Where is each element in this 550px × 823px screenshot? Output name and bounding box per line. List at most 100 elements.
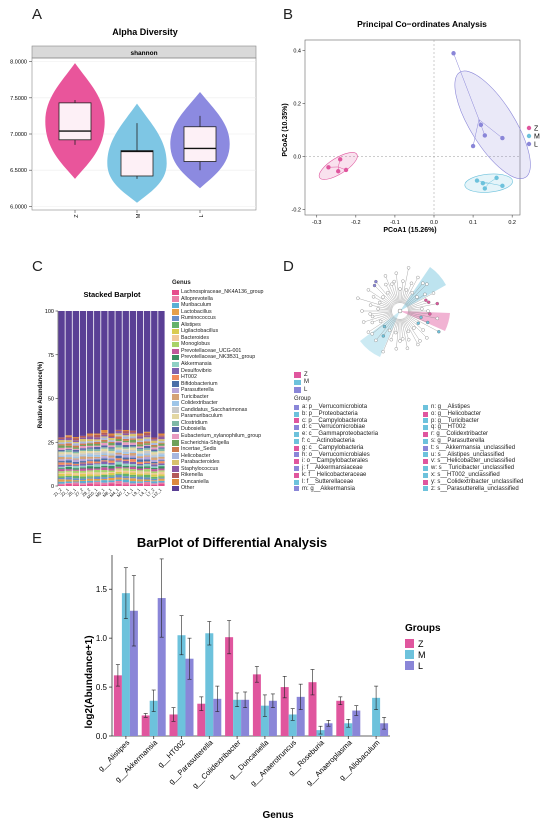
stacked-segment [72, 465, 79, 467]
lefse-taxon-item: r: g__Colidextribacter [423, 431, 523, 438]
legend-label: Z [304, 371, 308, 378]
stacked-segment [144, 432, 151, 436]
lefse-taxon-item: q: g__HT002 [423, 424, 523, 431]
panel-letter-b: B [283, 6, 294, 23]
stacked-segment [94, 481, 101, 485]
stacked-segment [58, 481, 65, 484]
legend-swatch [172, 394, 179, 400]
clado-node [366, 330, 371, 334]
stacked-ytick-label: 50 [48, 397, 54, 403]
clado-branch [373, 296, 394, 308]
clado-branch [391, 284, 398, 304]
stacked-legend-item: Rikenella [172, 472, 263, 479]
diff-bar-Z [141, 715, 150, 736]
clado-branch [384, 316, 395, 327]
stacked-segment [79, 437, 87, 440]
lefse-taxon-label: y: s__Colidextribacter_unclassified [431, 478, 524, 485]
stacked-segment [122, 453, 129, 456]
legend-swatch [172, 407, 179, 413]
legend-label: Other [181, 485, 195, 492]
diff-bar-Z [113, 675, 122, 736]
stacked-legend-item: Helicobacter [172, 453, 263, 460]
legend-label: Lactobacillus [181, 308, 212, 315]
stacked-xtick-label: Z8_2 [81, 487, 92, 498]
clado-node [435, 301, 439, 306]
stacked-segment [58, 459, 65, 462]
stacked-segment [108, 437, 115, 438]
stacked-segment [65, 466, 72, 470]
legend-label: Duncaniella [181, 478, 209, 485]
stacked-segment [158, 470, 165, 472]
stacked-segment [136, 448, 144, 451]
stacked-segment [108, 476, 115, 478]
lefse-taxon-swatch [294, 472, 299, 478]
stacked-segment [122, 482, 129, 485]
stacked-segment [86, 480, 94, 483]
stacked-segment [136, 466, 144, 469]
stacked-segment [72, 478, 79, 481]
stacked-segment [65, 442, 72, 444]
lefse-taxon-item: c: p__Campylobacterota [294, 418, 378, 425]
stacked-legend-item: Duncaniella [172, 479, 263, 486]
diff-bar-Z [252, 674, 261, 736]
clado-branch [378, 308, 393, 311]
clado-branch [407, 311, 430, 315]
lefse-taxon-label: m: g__Akkermansia [302, 485, 356, 492]
diff-bar-L [324, 723, 333, 736]
legend-swatch [172, 374, 179, 381]
clado-node [426, 309, 430, 313]
pcoa-point-M [480, 180, 486, 186]
legend-label: Prevotellaceae_UCG-001 [181, 347, 242, 354]
legend-label: Paramuribaculum [181, 413, 223, 420]
stacked-segment [115, 445, 122, 448]
stacked-segment [58, 442, 65, 445]
stacked-segment [108, 442, 115, 446]
pcoa-spider-line [488, 182, 503, 187]
stacked-segment [108, 445, 115, 448]
legend-swatch [172, 420, 179, 426]
clado-branch [400, 318, 403, 339]
clado-node [409, 281, 414, 285]
alpha-ytick-label: 7.5000 [10, 96, 27, 102]
lefse-taxon-swatch [294, 425, 299, 431]
stacked-segment [108, 480, 115, 483]
stacked-segment [86, 448, 94, 451]
stacked-ytick-label: 25 [48, 440, 54, 446]
stacked-segment [86, 478, 94, 481]
clado-node [378, 319, 383, 324]
legend-label: Staphylococcus [181, 465, 219, 472]
stacked-segment [122, 467, 129, 469]
stacked-segment [65, 447, 72, 450]
legend-label: Helicobacter [181, 452, 211, 459]
lefse-taxon-swatch [423, 445, 428, 451]
stacked-segment-other [72, 311, 79, 437]
lefse-taxon-label: u: s__Alistipes_unclassified [431, 451, 505, 458]
stacked-segment [79, 483, 87, 485]
stacked-segment [65, 460, 72, 463]
stacked-segment [108, 477, 115, 481]
stacked-segment [129, 481, 137, 484]
stacked-segment [58, 476, 65, 478]
pcoa-point-Z [343, 167, 349, 173]
stacked-segment [122, 479, 129, 483]
panel-letter-a: A [32, 6, 43, 23]
clado-branch [383, 317, 396, 337]
clado-node [418, 339, 422, 343]
stacked-segment [108, 472, 115, 476]
stacked-segment [86, 466, 94, 469]
box-L [183, 126, 217, 162]
clado-node [407, 338, 411, 342]
stacked-segment [79, 463, 87, 466]
stacked-segment [129, 474, 137, 477]
stacked-segment [65, 449, 72, 451]
diff-bar-Z [225, 637, 234, 736]
stacked-segment [122, 449, 129, 453]
stacked-segment [151, 469, 158, 472]
legend-swatch [172, 472, 179, 479]
stacked-segment [151, 437, 158, 440]
clado-node [370, 314, 375, 319]
clado-node [406, 266, 411, 270]
lefse-taxon-label: e: c__Gammaproteobacteria [302, 431, 379, 438]
stacked-segment [86, 463, 94, 465]
pcoa-xtick-label: 0.1 [469, 220, 477, 226]
